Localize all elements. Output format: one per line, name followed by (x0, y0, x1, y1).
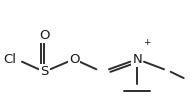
Text: Cl: Cl (3, 53, 16, 66)
Text: O: O (69, 53, 79, 66)
Text: N: N (132, 53, 142, 66)
Text: +: + (143, 38, 150, 46)
Text: S: S (40, 65, 48, 78)
Text: O: O (39, 29, 50, 42)
